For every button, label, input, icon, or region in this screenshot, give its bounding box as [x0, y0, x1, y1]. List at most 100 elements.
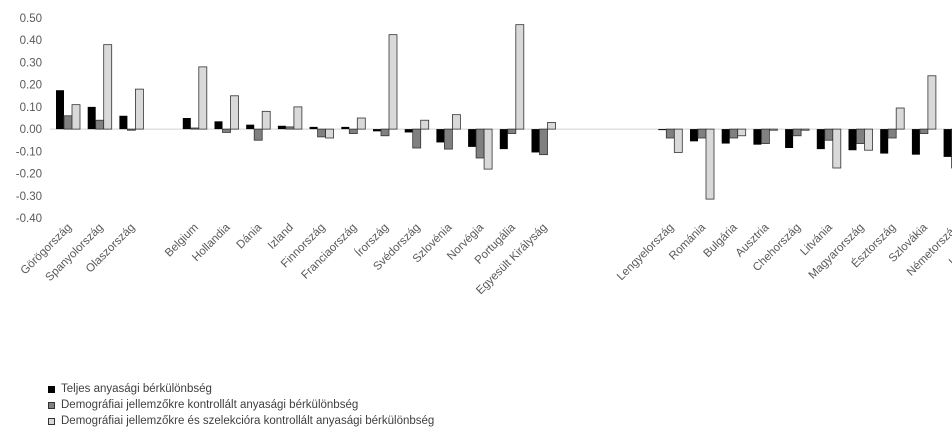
bar-series-2 — [190, 127, 200, 130]
bar-series-3 — [832, 128, 842, 169]
bar-series-1 — [880, 129, 889, 154]
bar-series-3 — [800, 128, 810, 131]
y-tick-label: 0.50 — [20, 13, 42, 25]
bar-series-2 — [412, 128, 422, 149]
legend-swatch-black — [48, 385, 55, 393]
bar-series-3 — [261, 110, 271, 130]
y-tick-label: -0.10 — [16, 146, 42, 158]
bar-series-1 — [499, 129, 508, 150]
bar-series-1 — [721, 129, 730, 144]
bar-series-2 — [539, 128, 548, 156]
bar-series-3 — [547, 122, 556, 130]
bar-series-1 — [785, 129, 794, 148]
bar-series-1 — [277, 125, 286, 130]
legend-item-demographic: Demográfiai jellemzőkre kontrollált anya… — [48, 397, 434, 413]
x-category-label: Izland — [266, 222, 296, 252]
bar-series-2 — [348, 128, 358, 134]
bar-series-1 — [911, 129, 920, 155]
legend-swatch-light — [48, 417, 55, 425]
bar-series-1 — [87, 106, 96, 130]
x-category-label: Magyarország — [807, 222, 867, 282]
bar-series-1 — [309, 126, 318, 130]
bar-series-1 — [816, 129, 825, 150]
bar-series-3 — [483, 128, 493, 170]
bar-series-2 — [665, 128, 675, 139]
bar-series-3 — [451, 114, 461, 130]
bar-series-1 — [56, 90, 64, 130]
bar-series-1 — [943, 129, 952, 157]
bar-series-3 — [864, 128, 873, 151]
bar-series-3 — [769, 128, 778, 131]
bar-series-2 — [824, 128, 834, 141]
bar-series-1 — [404, 129, 413, 133]
bar-series-3 — [895, 107, 905, 130]
bar-series-1 — [341, 126, 350, 130]
bar-series-3 — [293, 106, 303, 130]
y-tick-label: 0.20 — [20, 80, 42, 92]
legend-item-total: Teljes anyasági bérkülönbség — [48, 381, 434, 397]
y-axis: 0.50 0.40 0.30 0.20 0.10 0.00 -0.10 -0.20 -0.30 -… — [16, 13, 42, 225]
bar-series-1 — [690, 129, 698, 142]
legend-item-selection: Demográfiai jellemzőkre és szelekcióra k… — [48, 413, 434, 429]
bars — [56, 24, 952, 200]
bar-series-2 — [919, 128, 929, 134]
x-category-label: Bulgária — [701, 221, 740, 260]
y-tick-label: 0.00 — [20, 124, 42, 136]
bar-series-1 — [214, 121, 223, 130]
bar-series-3 — [103, 44, 113, 130]
legend-label-total: Teljes anyasági bérkülönbség — [61, 383, 212, 395]
bar-series-2 — [127, 128, 136, 131]
x-category-label: Dánia — [235, 221, 265, 251]
bar-series-1 — [531, 129, 540, 153]
bar-series-2 — [63, 115, 73, 130]
bar-series-1 — [753, 129, 762, 145]
bar-series-3 — [325, 128, 335, 139]
bar-series-1 — [658, 129, 667, 131]
bar-series-2 — [729, 128, 739, 139]
bar-series-3 — [705, 128, 715, 200]
legend-swatch-gray — [48, 401, 55, 409]
bar-series-2 — [285, 126, 295, 130]
bar-series-2 — [856, 128, 865, 144]
y-tick-label: 0.40 — [20, 35, 42, 47]
bar-series-1 — [373, 129, 381, 132]
bar-series-3 — [71, 104, 81, 130]
bar-series-3 — [230, 95, 239, 130]
legend: Teljes anyasági bérkülönbség Demográfiai… — [48, 381, 434, 429]
bar-series-1 — [468, 129, 477, 147]
bar-series-2 — [761, 128, 770, 144]
bar-series-3 — [356, 117, 366, 130]
bar-series-3 — [515, 24, 525, 130]
y-tick-label: -0.20 — [16, 169, 42, 181]
x-category-label: Spanyolország — [44, 222, 106, 284]
bar-series-2 — [887, 128, 897, 139]
bar-series-2 — [317, 128, 327, 138]
bar-series-3 — [198, 66, 208, 130]
bar-series-3 — [737, 128, 747, 137]
bar-series-3 — [927, 75, 937, 130]
bar-series-2 — [95, 119, 105, 130]
x-category-label: Franciaország — [299, 222, 359, 282]
x-category-label: Lengyelország — [615, 222, 676, 283]
bar-series-3 — [420, 119, 430, 130]
y-tick-label: 0.10 — [20, 102, 42, 114]
bar-series-2 — [475, 128, 485, 159]
bar-series-1 — [436, 129, 445, 143]
bar-series-1 — [182, 118, 191, 130]
bar-series-2 — [380, 128, 390, 137]
legend-label-demographic: Demográfiai jellemzőkre kontrollált anya… — [61, 399, 359, 411]
y-tick-label: 0.30 — [20, 57, 42, 69]
bar-series-2 — [253, 128, 263, 141]
bar-series-2 — [507, 128, 517, 134]
y-tick-label: -0.40 — [16, 213, 42, 225]
bar-series-1 — [119, 115, 128, 130]
bar-series-3 — [388, 34, 398, 130]
bar-series-3 — [134, 88, 144, 130]
bar-series-2 — [222, 128, 231, 133]
bar-series-2 — [443, 128, 453, 150]
bar-series-3 — [673, 128, 683, 153]
bar-series-1 — [246, 124, 255, 130]
legend-label-selection: Demográfiai jellemzőkre és szelekcióra k… — [61, 415, 435, 427]
